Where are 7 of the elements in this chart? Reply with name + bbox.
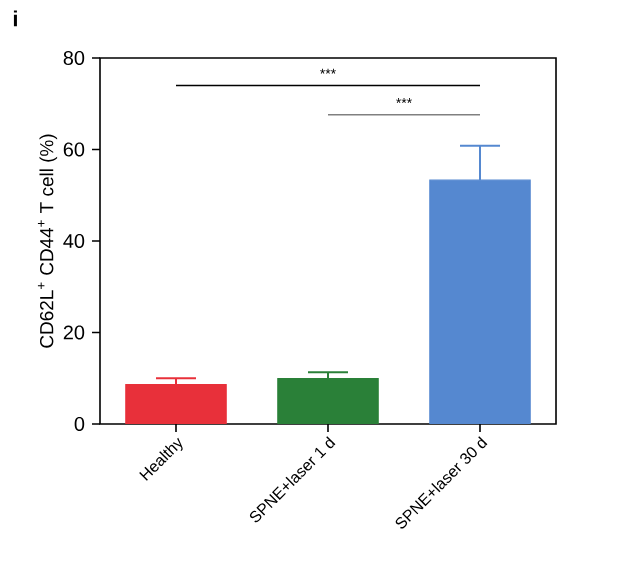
text: i — [13, 10, 17, 27]
y-tick-label: 60 — [63, 142, 85, 157]
y-axis-title: CD62L$^{+}$ CD44$^{+}$ T cell (%) — [37, 134, 58, 348]
y-tick-label: 80 — [63, 50, 85, 66]
y-tick-label: 20 — [63, 325, 85, 340]
y-tick-label: 40 — [63, 233, 85, 249]
y-tick-label: 0 — [74, 416, 85, 432]
